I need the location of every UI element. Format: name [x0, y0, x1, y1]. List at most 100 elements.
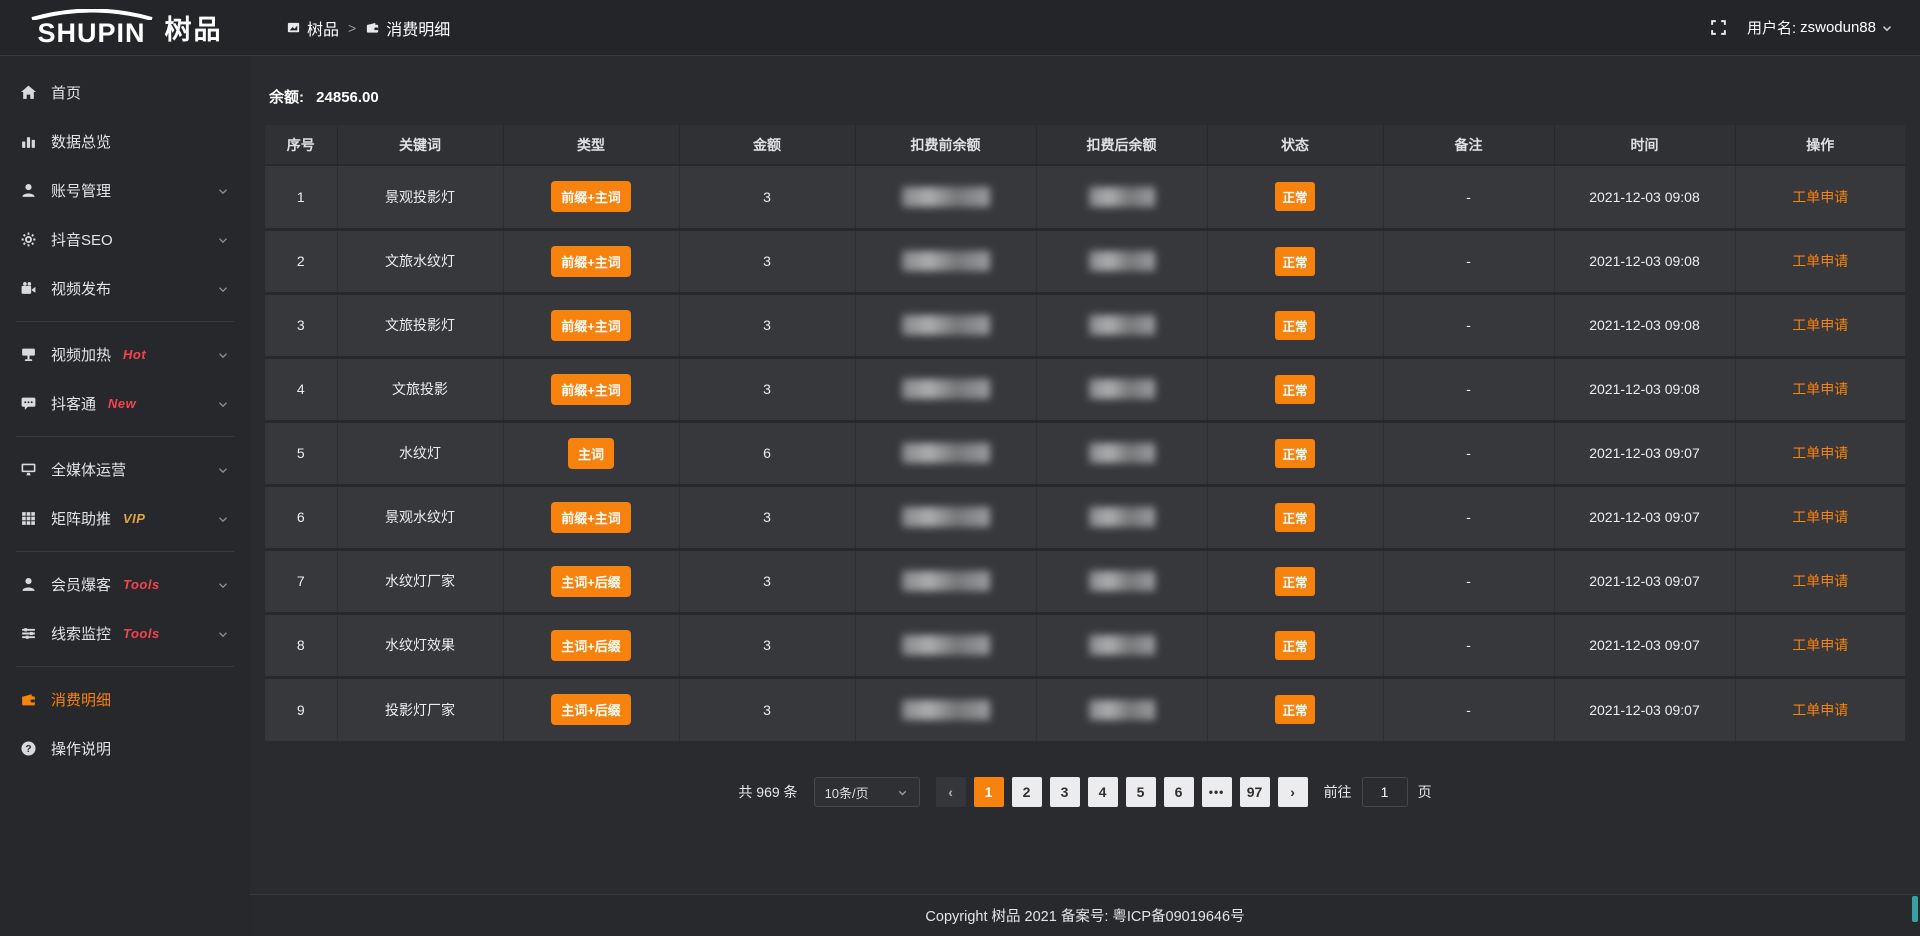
cell-amount: 3: [679, 677, 856, 741]
sidebar-item-lead-monitor[interactable]: 线索监控 Tools: [0, 609, 250, 658]
cell-pre-balance: [855, 677, 1037, 741]
cell-type: 主词: [503, 421, 680, 487]
work-order-link[interactable]: 工单申请: [1792, 381, 1849, 397]
status-badge: 正常: [1275, 374, 1315, 404]
sidebar-item-data-overview[interactable]: 数据总览: [0, 117, 250, 166]
sidebar-item-all-media[interactable]: 全媒体运营: [0, 445, 250, 494]
grid-icon: [20, 510, 37, 527]
member-icon: [20, 576, 37, 593]
app-icon: [286, 20, 301, 35]
cell-action: 工单申请: [1735, 485, 1905, 551]
sidebar-item-label: 操作说明: [51, 741, 112, 758]
col-header-pre-balance: 扣费前余额: [855, 125, 1037, 166]
work-order-link[interactable]: 工单申请: [1792, 701, 1849, 718]
work-order-link[interactable]: 工单申请: [1792, 253, 1849, 269]
page-button-4[interactable]: 4: [1087, 777, 1118, 807]
sidebar-item-douketong[interactable]: 抖客通 New: [0, 379, 250, 428]
redacted-value: [1088, 571, 1155, 591]
redacted-value: [901, 186, 990, 207]
table-row: 3 文旅投影灯 前缀+主词 3 正常 - 2021-12-03 09:08 工单…: [265, 293, 1905, 359]
cell-keyword: 水纹灯厂家: [337, 549, 504, 615]
cell-time: 2021-12-03 09:07: [1554, 613, 1736, 679]
sidebar-item-instructions[interactable]: ? 操作说明: [0, 724, 250, 773]
user-icon: [20, 182, 37, 199]
page-size-value: 10条/页: [824, 785, 869, 801]
page-button-6[interactable]: 6: [1163, 777, 1194, 807]
gear-icon: [20, 231, 37, 248]
work-order-link[interactable]: 工单申请: [1792, 445, 1849, 461]
col-header-keyword: 关键词: [337, 125, 504, 166]
cell-index: 4: [265, 357, 338, 423]
logo-arc-icon: [30, 8, 153, 20]
redacted-value: [901, 379, 990, 399]
work-order-link[interactable]: 工单申请: [1792, 509, 1849, 525]
sidebar-divider: [16, 666, 234, 667]
goto-unit: 页: [1417, 784, 1432, 800]
status-badge: 正常: [1275, 630, 1315, 660]
page-size-select[interactable]: 10条/页: [813, 777, 920, 807]
prev-page-button[interactable]: ‹: [935, 777, 966, 807]
redacted-value: [901, 315, 990, 335]
cell-status: 正常: [1207, 677, 1384, 741]
footer: Copyright 树品 2021 备案号: 粤ICP备09019646号: [250, 894, 1920, 936]
cell-post-balance: [1036, 293, 1208, 359]
sidebar-item-video-publish[interactable]: 视频发布: [0, 264, 250, 313]
page-button-2[interactable]: 2: [1011, 777, 1042, 807]
work-order-link[interactable]: 工单申请: [1792, 573, 1849, 589]
cell-pre-balance: [855, 549, 1037, 615]
table-row: 9 投影灯厂家 主词+后缀 3 正常 - 2021-12-03 09:07 工单…: [265, 677, 1905, 741]
fullscreen-icon[interactable]: [1710, 19, 1727, 36]
sidebar-item-consumption-detail[interactable]: 消费明细: [0, 675, 250, 724]
scroll-widget[interactable]: [1912, 896, 1918, 922]
cell-time: 2021-12-03 09:07: [1554, 485, 1736, 551]
logo[interactable]: SHUPIN 树品: [0, 8, 250, 47]
more-pages-button[interactable]: •••: [1201, 777, 1232, 807]
table-row: 1 景观投影灯 前缀+主词 3 正常 - 2021-12-03 09:08 工单…: [265, 165, 1905, 231]
sidebar-item-label: 视频加热: [51, 347, 112, 364]
work-order-link[interactable]: 工单申请: [1792, 637, 1849, 653]
work-order-link[interactable]: 工单申请: [1792, 188, 1849, 205]
page-button-3[interactable]: 3: [1049, 777, 1080, 807]
sidebar-divider: [16, 321, 234, 322]
cell-pre-balance: [855, 293, 1037, 359]
sidebar-item-douyin-seo[interactable]: 抖音SEO: [0, 215, 250, 264]
cell-post-balance: [1036, 357, 1208, 423]
page-button-1[interactable]: 1: [973, 777, 1004, 807]
breadcrumb-separator: >: [348, 19, 357, 36]
cell-index: 8: [265, 613, 338, 679]
sidebar-item-home[interactable]: 首页: [0, 68, 250, 117]
breadcrumb-item-consumption[interactable]: 消费明细: [365, 16, 450, 40]
cell-type: 前缀+主词: [503, 485, 680, 551]
sidebar-item-member-burst[interactable]: 会员爆客 Tools: [0, 560, 250, 609]
work-order-link[interactable]: 工单申请: [1792, 317, 1849, 333]
cell-post-balance: [1036, 229, 1208, 295]
cell-type: 主词+后缀: [503, 613, 680, 679]
next-page-button[interactable]: ›: [1277, 777, 1308, 807]
type-badge: 主词+后缀: [551, 565, 631, 597]
sidebar-item-matrix-boost[interactable]: 矩阵助推 VIP: [0, 494, 250, 543]
cell-amount: 3: [679, 293, 856, 359]
type-badge: 主词: [567, 437, 614, 469]
cell-action: 工单申请: [1735, 357, 1905, 423]
cell-remark: -: [1383, 613, 1555, 679]
table-header-row: 序号 关键词 类型 金额 扣费前余额 扣费后余额 状态 备注 时间 操作: [265, 125, 1905, 166]
status-badge: 正常: [1275, 566, 1315, 596]
col-header-amount: 金额: [679, 125, 856, 166]
user-menu[interactable]: 用户名: zswodun88: [1747, 17, 1894, 38]
goto-page-input[interactable]: [1361, 777, 1408, 807]
bar-chart-icon: [20, 133, 37, 150]
page-button-97[interactable]: 97: [1239, 777, 1270, 807]
top-header: SHUPIN 树品 树品 > 消费明细 用: [0, 0, 1920, 56]
cell-keyword: 景观水纹灯: [337, 485, 504, 551]
page-button-5[interactable]: 5: [1125, 777, 1156, 807]
cell-status: 正常: [1207, 293, 1384, 359]
sidebar-item-account-management[interactable]: 账号管理: [0, 166, 250, 215]
sidebar-item-video-heat[interactable]: 视频加热 Hot: [0, 330, 250, 379]
pager: ‹ 1 2 3 4 5 6 ••• 97 ›: [935, 777, 1308, 807]
logo-shupin-text: SHUPIN: [37, 17, 146, 48]
type-badge: 前缀+主词: [551, 501, 631, 533]
sidebar-item-label: 视频发布: [51, 281, 112, 298]
cell-status: 正常: [1207, 229, 1384, 295]
breadcrumb-item-shupin[interactable]: 树品: [286, 16, 339, 40]
